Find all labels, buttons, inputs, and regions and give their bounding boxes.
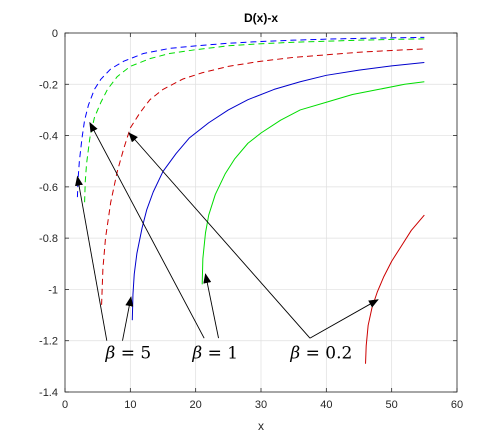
beta-symbol: β (191, 344, 202, 364)
series-line-5 (201, 81, 425, 285)
beta-annotation-label: β = 5 (105, 344, 152, 364)
y-tick-label: -1 (48, 284, 58, 296)
y-tick-label: -1.2 (39, 336, 58, 348)
series-line-4 (131, 61, 425, 321)
x-tick-label: 20 (190, 399, 202, 411)
annotation-arrow (122, 296, 134, 341)
y-tick-label: -0.8 (39, 233, 58, 245)
x-axis-label: x (258, 419, 264, 433)
beta-annotation-label: β = 1 (191, 344, 238, 364)
x-tick-label: 30 (255, 399, 267, 411)
chart-title: D(x)-x (244, 11, 278, 25)
x-tick-label: 0 (62, 399, 68, 411)
y-tick-label: -0.6 (39, 182, 58, 194)
beta-value: = 5 (115, 344, 151, 364)
series-line-3 (101, 48, 425, 305)
y-tick-label: -0.4 (39, 131, 58, 143)
beta-value: = 0.2 (300, 344, 352, 364)
annotation-arrow (309, 299, 379, 339)
x-tick-label: 60 (451, 399, 463, 411)
series-line-2 (84, 38, 425, 203)
y-tick-label: -1.4 (39, 387, 58, 399)
beta-value: = 1 (202, 344, 238, 364)
y-tick-label: 0 (52, 28, 58, 40)
annotation-arrow (128, 132, 311, 339)
x-tick-label: 40 (320, 399, 332, 411)
x-tick-label: 50 (386, 399, 398, 411)
ticks: 0 10 20 30 40 50 60 0 -0.2 -0.4 -0.6 -0.8 -1 -1.2 -1.4 (39, 28, 463, 411)
series-line-6 (365, 214, 425, 364)
annotation-arrow (89, 121, 205, 339)
annotation-arrow (75, 175, 108, 341)
y-tick-label: -0.2 (39, 79, 58, 91)
series-line-1 (76, 36, 425, 198)
annotation-arrow (203, 273, 219, 339)
beta-annotation-label: β = 0.2 (289, 344, 352, 364)
series-group (76, 36, 425, 364)
x-tick-label: 10 (124, 399, 136, 411)
beta-symbol: β (289, 344, 300, 364)
beta-symbol: β (105, 344, 116, 364)
